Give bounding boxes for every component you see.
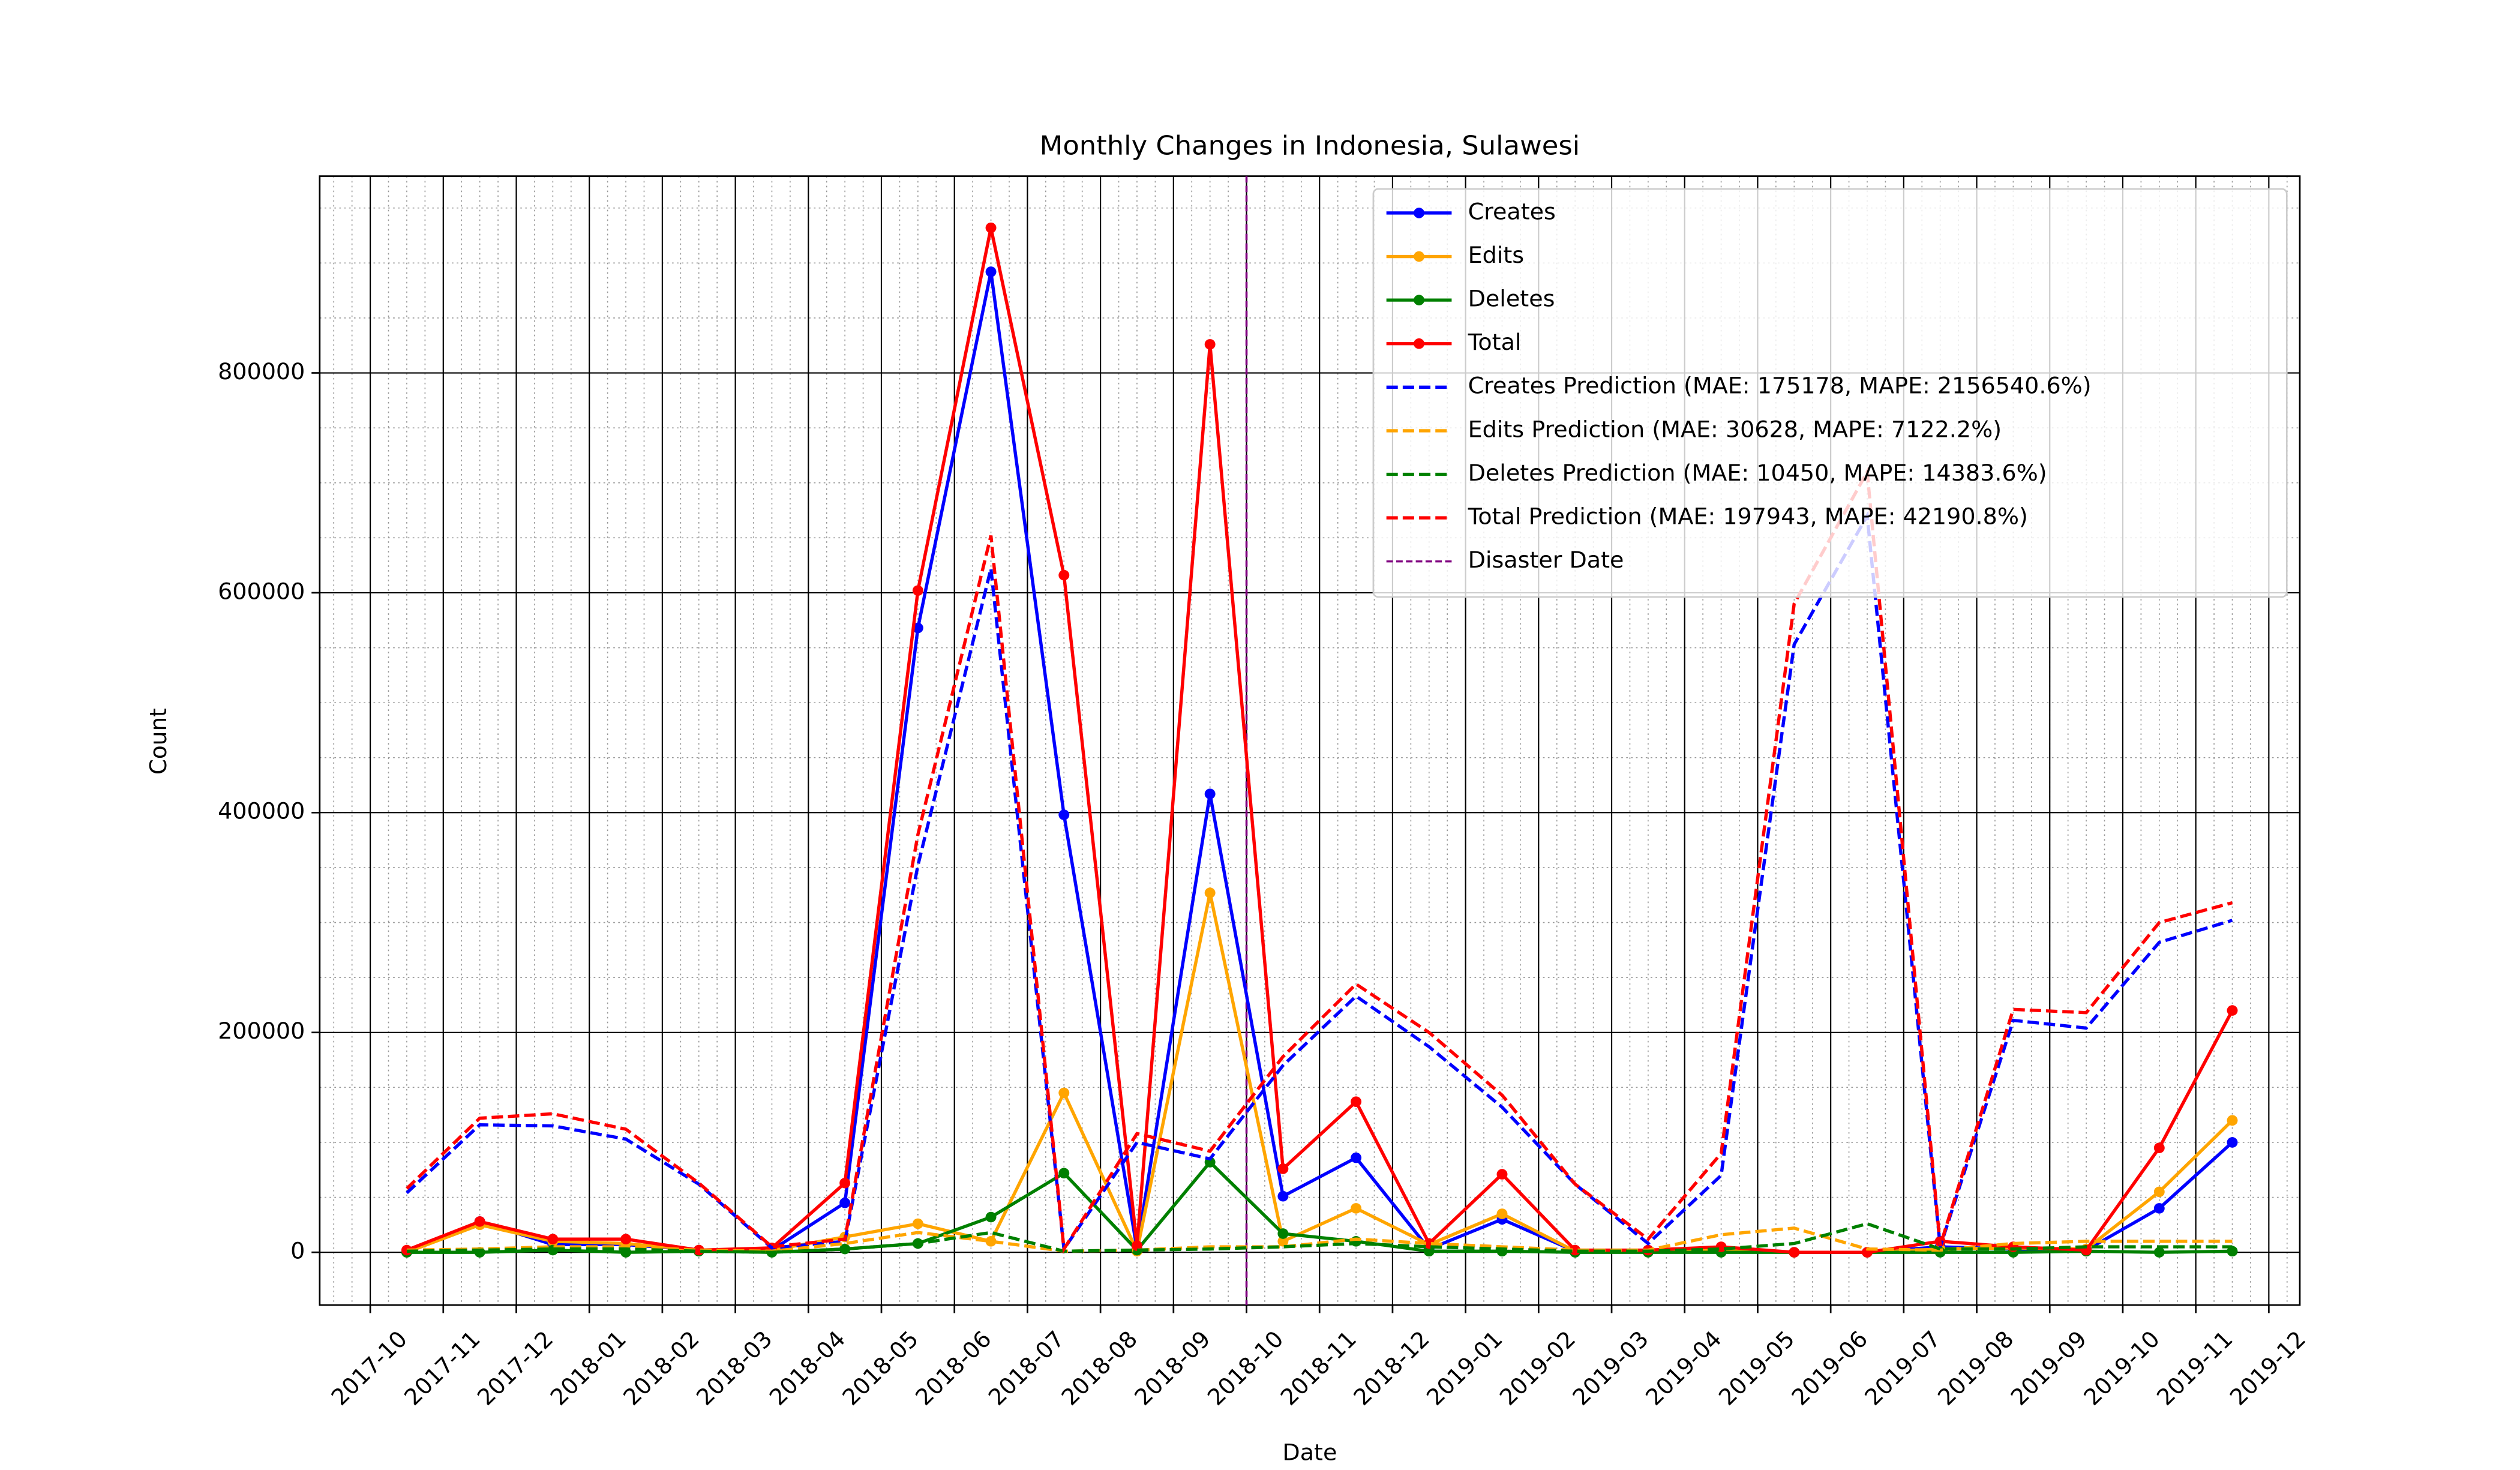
x-tick-label: 2017-12 (472, 1326, 559, 1411)
data-point (1204, 339, 1216, 350)
y-tick-label: 0 (290, 1238, 305, 1264)
y-tick-label: 800000 (218, 358, 305, 385)
legend-label: Edits (1468, 242, 1525, 268)
x-tick-label: 2017-10 (326, 1326, 412, 1411)
data-point (2153, 1203, 2165, 1214)
legend-marker (1414, 338, 1425, 349)
legend-label: Total Prediction (MAE: 197943, MAPE: 421… (1468, 503, 2028, 530)
x-tick-label: 2019-08 (1933, 1326, 2019, 1411)
data-point (1058, 569, 1070, 581)
data-point (2227, 1115, 2238, 1126)
legend-label: Deletes Prediction (MAE: 10450, MAPE: 14… (1468, 460, 2047, 486)
x-tick-label: 2018-01 (545, 1326, 632, 1411)
data-point (547, 1234, 559, 1244)
data-point (620, 1234, 632, 1244)
x-tick-label: 2019-01 (1421, 1326, 1508, 1411)
data-point (1496, 1169, 1508, 1180)
data-point (1789, 1247, 1800, 1258)
data-point (2227, 1005, 2238, 1016)
y-tick-label: 200000 (218, 1018, 305, 1044)
data-point (1204, 788, 1216, 800)
data-point (912, 585, 923, 596)
data-point (2227, 1137, 2238, 1148)
legend-label: Edits Prediction (MAE: 30628, MAPE: 7122… (1468, 416, 2002, 443)
legend-marker (1414, 295, 1425, 305)
data-point (1351, 1096, 1362, 1107)
x-tick-label: 2018-06 (910, 1326, 997, 1411)
x-tick-label: 2018-05 (837, 1326, 923, 1411)
x-tick-label: 2017-11 (399, 1326, 485, 1411)
legend-label: Deletes (1468, 286, 1555, 312)
data-point (1277, 1236, 1289, 1247)
y-tick-label: 400000 (218, 798, 305, 824)
data-point (1496, 1208, 1508, 1219)
data-point (474, 1216, 485, 1227)
data-point (1131, 1240, 1142, 1251)
data-point (985, 1236, 997, 1247)
legend-marker (1414, 208, 1425, 218)
x-tick-label: 2018-10 (1202, 1326, 1289, 1411)
data-point (2227, 1246, 2238, 1257)
data-point (985, 222, 997, 233)
data-point (1204, 887, 1216, 898)
y-axis-label: Count (145, 708, 172, 775)
legend-box (1372, 188, 2288, 598)
data-point (2153, 1186, 2165, 1198)
y-tick-label: 600000 (218, 578, 305, 605)
data-point (985, 266, 997, 277)
x-tick-label: 2019-10 (2078, 1326, 2165, 1411)
x-tick-label: 2018-07 (983, 1326, 1070, 1411)
data-point (1351, 1152, 1362, 1163)
data-point (839, 1177, 851, 1189)
data-point (1277, 1190, 1289, 1202)
data-point (1277, 1228, 1289, 1239)
legend-label: Creates (1468, 199, 1556, 225)
x-tick-label: 2019-04 (1640, 1326, 1727, 1411)
data-point (2153, 1247, 2165, 1258)
data-point (912, 1218, 923, 1229)
data-point (1423, 1246, 1435, 1257)
data-point (985, 1211, 997, 1223)
data-point (1058, 1087, 1070, 1099)
x-tick-label: 2018-08 (1056, 1326, 1142, 1411)
axes-frame (319, 175, 2301, 1306)
series-line (406, 466, 2233, 1254)
x-tick-label: 2019-09 (2006, 1326, 2092, 1411)
x-tick-label: 2019-02 (1495, 1326, 1581, 1411)
x-tick-label: 2019-11 (2152, 1326, 2238, 1411)
x-tick-label: 2018-11 (1276, 1326, 1362, 1411)
legend-label: Creates Prediction (MAE: 175178, MAPE: 2… (1468, 373, 2092, 399)
x-tick-label: 2018-04 (764, 1326, 851, 1411)
legend-label: Disaster Date (1468, 547, 1624, 573)
x-tick-label: 2019-07 (1859, 1326, 1946, 1411)
x-tick-label: 2018-02 (618, 1326, 704, 1411)
data-point (839, 1197, 851, 1208)
data-point (1351, 1203, 1362, 1214)
series-line (406, 510, 2233, 1254)
data-point (1277, 1163, 1289, 1174)
x-tick-label: 2018-12 (1348, 1326, 1435, 1411)
x-tick-label: 2018-09 (1129, 1326, 1216, 1411)
x-tick-label: 2018-03 (691, 1326, 778, 1411)
legend-label: Total (1468, 329, 1522, 355)
x-tick-label: 2019-12 (2225, 1326, 2311, 1411)
chart-title: Monthly Changes in Indonesia, Sulawesi (1040, 131, 1580, 161)
data-point (839, 1243, 851, 1255)
legend-marker (1414, 251, 1425, 262)
x-tick-label: 2019-03 (1567, 1326, 1654, 1411)
data-point (1058, 1168, 1070, 1179)
x-tick-label: 2019-06 (1786, 1326, 1873, 1411)
x-tick-label: 2019-05 (1714, 1326, 1800, 1411)
data-point (1058, 809, 1070, 820)
data-point (2153, 1142, 2165, 1153)
plot-area (401, 176, 2238, 1306)
series-line (406, 1222, 2233, 1254)
x-axis-label: Date (1282, 1439, 1337, 1466)
